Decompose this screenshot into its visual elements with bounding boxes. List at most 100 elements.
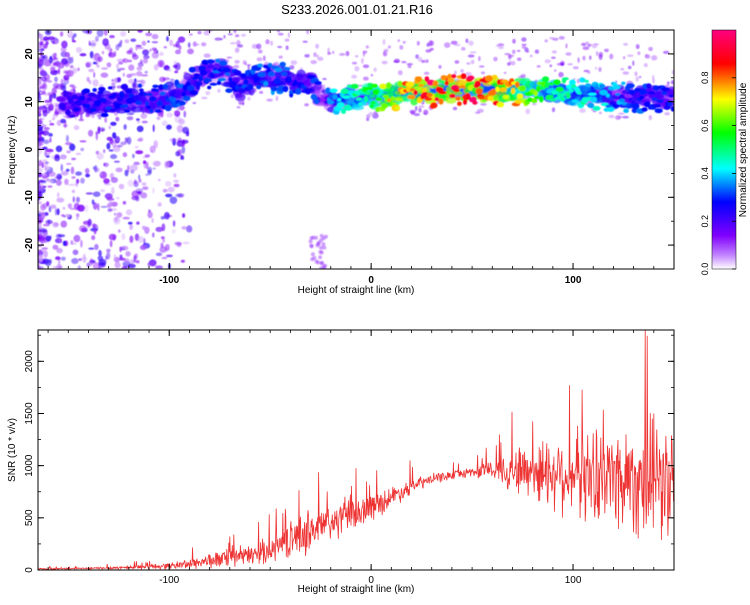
spectrogram-noise-cell: [165, 193, 173, 198]
spectrogram-ridge-cell: [287, 76, 292, 82]
spectrogram-noise-cell: [475, 111, 481, 114]
spectrogram-noise-cell: [178, 45, 181, 49]
spectrogram-noise-cell: [61, 84, 64, 87]
spectrogram-noise-cell: [38, 33, 43, 39]
spectrogram-ridge-cell: [340, 108, 347, 114]
spectrogram-ridge-cell: [584, 79, 589, 83]
spectrogram-noise-cell: [554, 69, 557, 72]
spectrogram-ridge-cell: [154, 88, 160, 93]
spectrogram-ridge-cell: [668, 94, 674, 98]
snr-ylabel: SNR (10 * v/v): [7, 418, 18, 482]
spectrogram-noise-cell: [133, 254, 137, 263]
spectrogram-noise-cell: [354, 66, 360, 72]
spectrogram-noise-cell: [181, 146, 186, 154]
spectrogram-noise-cell: [125, 209, 133, 216]
spectrogram-noise-cell: [119, 40, 123, 44]
spectrogram-noise-cell: [166, 36, 169, 42]
spectrogram-noise-cell: [187, 42, 191, 48]
spectrogram-noise-cell: [310, 60, 318, 65]
spectrogram-noise-cell: [56, 192, 60, 198]
spectrogram-noise-cell: [147, 40, 150, 43]
spectrogram-noise-cell: [635, 44, 640, 50]
spectrogram-ridge-cell: [587, 92, 597, 96]
spectrogram-noise-cell: [203, 30, 211, 36]
spectrogram-noise-cell: [304, 54, 310, 58]
spectrogram-noise-cell: [152, 167, 156, 170]
spectrogram-noise-cell: [178, 105, 185, 111]
spectrogram-noise-cell: [118, 61, 124, 65]
spectrogram-ridge-cell: [97, 90, 104, 95]
spectrogram-noise-cell: [155, 252, 163, 257]
spectrogram-noise-cell: [72, 249, 79, 256]
spectrogram-ridge-cell: [99, 97, 107, 103]
spectrogram-noise-cell: [552, 37, 559, 41]
spectrogram-ridge-cell: [455, 96, 461, 101]
spectrogram-ridge-cell: [386, 82, 392, 89]
spectrogram-ridge-cell: [239, 73, 247, 78]
spectrogram-noise-cell: [163, 46, 167, 49]
spectrogram-ridge-cell: [381, 103, 388, 109]
spectrogram-noise-cell: [95, 132, 99, 141]
spectrogram-noise-cell: [160, 216, 165, 220]
spectrogram-noise-cell: [277, 45, 283, 49]
spectrogram-noise-cell: [151, 41, 159, 44]
spectrogram-noise-cell: [144, 154, 151, 158]
spectrogram-noise-cell: [176, 106, 180, 112]
spectrogram-ridge-cell: [426, 92, 433, 98]
spectrogram-ridge-cell: [145, 101, 149, 106]
spectrogram-ridge-cell: [209, 82, 218, 86]
spectrogram-noise-cell: [97, 265, 101, 269]
spectrogram-ridge-cell: [462, 98, 468, 105]
spectrogram-noise-cell: [60, 78, 64, 85]
spectrogram-noise-cell: [512, 49, 516, 54]
spectrogram-ridge-cell: [466, 75, 475, 81]
spectrogram-noise-cell: [503, 71, 507, 75]
spectrogram-noise-cell: [174, 70, 179, 74]
spectrogram-noise-cell: [577, 57, 580, 63]
spectrogram-noise-cell: [187, 48, 194, 55]
spectrogram-noise-cell: [41, 159, 49, 167]
spectrogram-noise-cell: [129, 47, 134, 53]
spectrogram-ridge-cell: [571, 99, 579, 103]
spectrogram-noise-cell: [77, 204, 85, 212]
spectrogram-ridge-cell: [424, 97, 433, 101]
spectrogram-noise-cell: [466, 62, 471, 65]
spectrogram-noise-cell: [143, 55, 150, 60]
spectrogram-noise-cell: [56, 179, 62, 186]
spectrogram-ridge-cell: [280, 71, 288, 77]
spectrogram-noise-cell: [126, 116, 134, 121]
spectrogram-noise-cell: [241, 33, 246, 37]
spectrogram-noise-cell: [43, 223, 50, 227]
spectrogram-ridge-cell: [257, 72, 266, 78]
spectrogram-ridge-cell: [549, 98, 556, 102]
spectrogram-ridge-cell: [189, 90, 199, 96]
spectrogram-ridge-cell: [465, 93, 471, 100]
spectrogram-noise-cell: [69, 143, 76, 151]
spectrogram-noise-cell: [157, 202, 162, 207]
spectrogram-noise-cell: [148, 259, 157, 267]
spectrogram-noise-cell: [164, 160, 170, 169]
spectrogram-noise-cell: [97, 56, 103, 62]
spectrogram-ridge-cell: [256, 84, 262, 90]
spectrogram-ridge-cell: [76, 102, 83, 106]
spectrogram-noise-cell: [121, 265, 128, 269]
spectrogram-noise-cell: [652, 75, 655, 79]
spectrogram-noise-cell: [49, 94, 53, 102]
spectrogram-noise-cell: [314, 235, 318, 240]
spectrogram-noise-cell: [551, 56, 556, 59]
spectrogram-noise-cell: [71, 40, 77, 43]
spectrogram-ridge-cell: [225, 88, 233, 93]
spectrogram-noise-cell: [319, 261, 324, 266]
spectrogram-noise-cell: [159, 76, 166, 83]
spectrogram-noise-cell: [465, 38, 469, 44]
spectrogram-noise-cell: [52, 222, 59, 228]
spectrogram-noise-cell: [425, 49, 432, 53]
spectrogram-ridge-cell: [92, 88, 97, 92]
spectrogram-noise-cell: [415, 54, 419, 59]
spectrogram-noise-cell: [151, 218, 154, 223]
spectrogram-ridge-cell: [124, 109, 131, 113]
spectrogram-noise-cell: [166, 254, 173, 258]
spectrogram-ridge-cell: [531, 98, 538, 104]
